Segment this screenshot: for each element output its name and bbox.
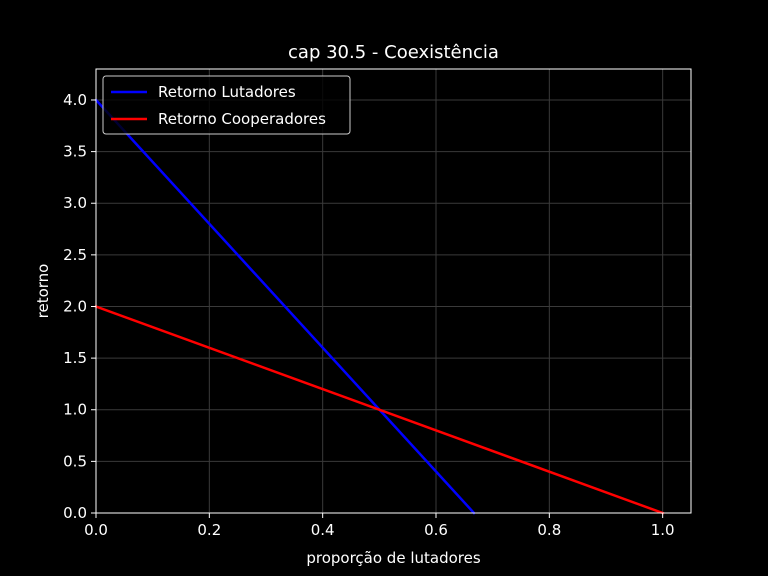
y-tick-label: 3.0 <box>63 194 87 212</box>
series-line-0 <box>94 98 476 515</box>
axis-ticks: 0.0 0.2 0.4 0.6 0.8 1.0 0.0 0.5 1.0 1.5 2.0 2.5 3.0 3… <box>63 91 674 539</box>
x-axis-label: proporção de lutadores <box>306 549 480 567</box>
grid <box>95 69 691 514</box>
y-tick-label: 0.5 <box>63 452 87 470</box>
legend: Retorno Lutadores Retorno Cooperadores <box>102 75 351 135</box>
y-tick-label: 2.0 <box>63 297 87 315</box>
legend-label-0: Retorno Lutadores <box>158 83 296 101</box>
plot-frame <box>95 68 692 514</box>
x-tick-label: 0.6 <box>424 521 448 539</box>
y-tick-label: 3.5 <box>63 143 87 161</box>
legend-box <box>102 75 351 135</box>
x-tick-label: 0.8 <box>537 521 561 539</box>
y-tick-label: 0.0 <box>63 504 87 522</box>
y-tick-label: 1.0 <box>63 401 87 419</box>
series-line-1 <box>94 304 665 515</box>
y-tick-label: 2.5 <box>63 246 87 264</box>
y-tick-label: 1.5 <box>63 349 87 367</box>
legend-label-1: Retorno Cooperadores <box>158 110 326 128</box>
x-tick-label: 0.2 <box>197 521 221 539</box>
x-tick-label: 1.0 <box>651 521 675 539</box>
y-axis-label: retorno <box>34 264 52 319</box>
x-tick-label: 0.4 <box>311 521 335 539</box>
x-tick-label: 0.0 <box>84 521 108 539</box>
chart-title: cap 30.5 - Coexistência <box>288 42 499 63</box>
series-lines <box>94 98 665 515</box>
y-tick-label: 4.0 <box>63 91 87 109</box>
